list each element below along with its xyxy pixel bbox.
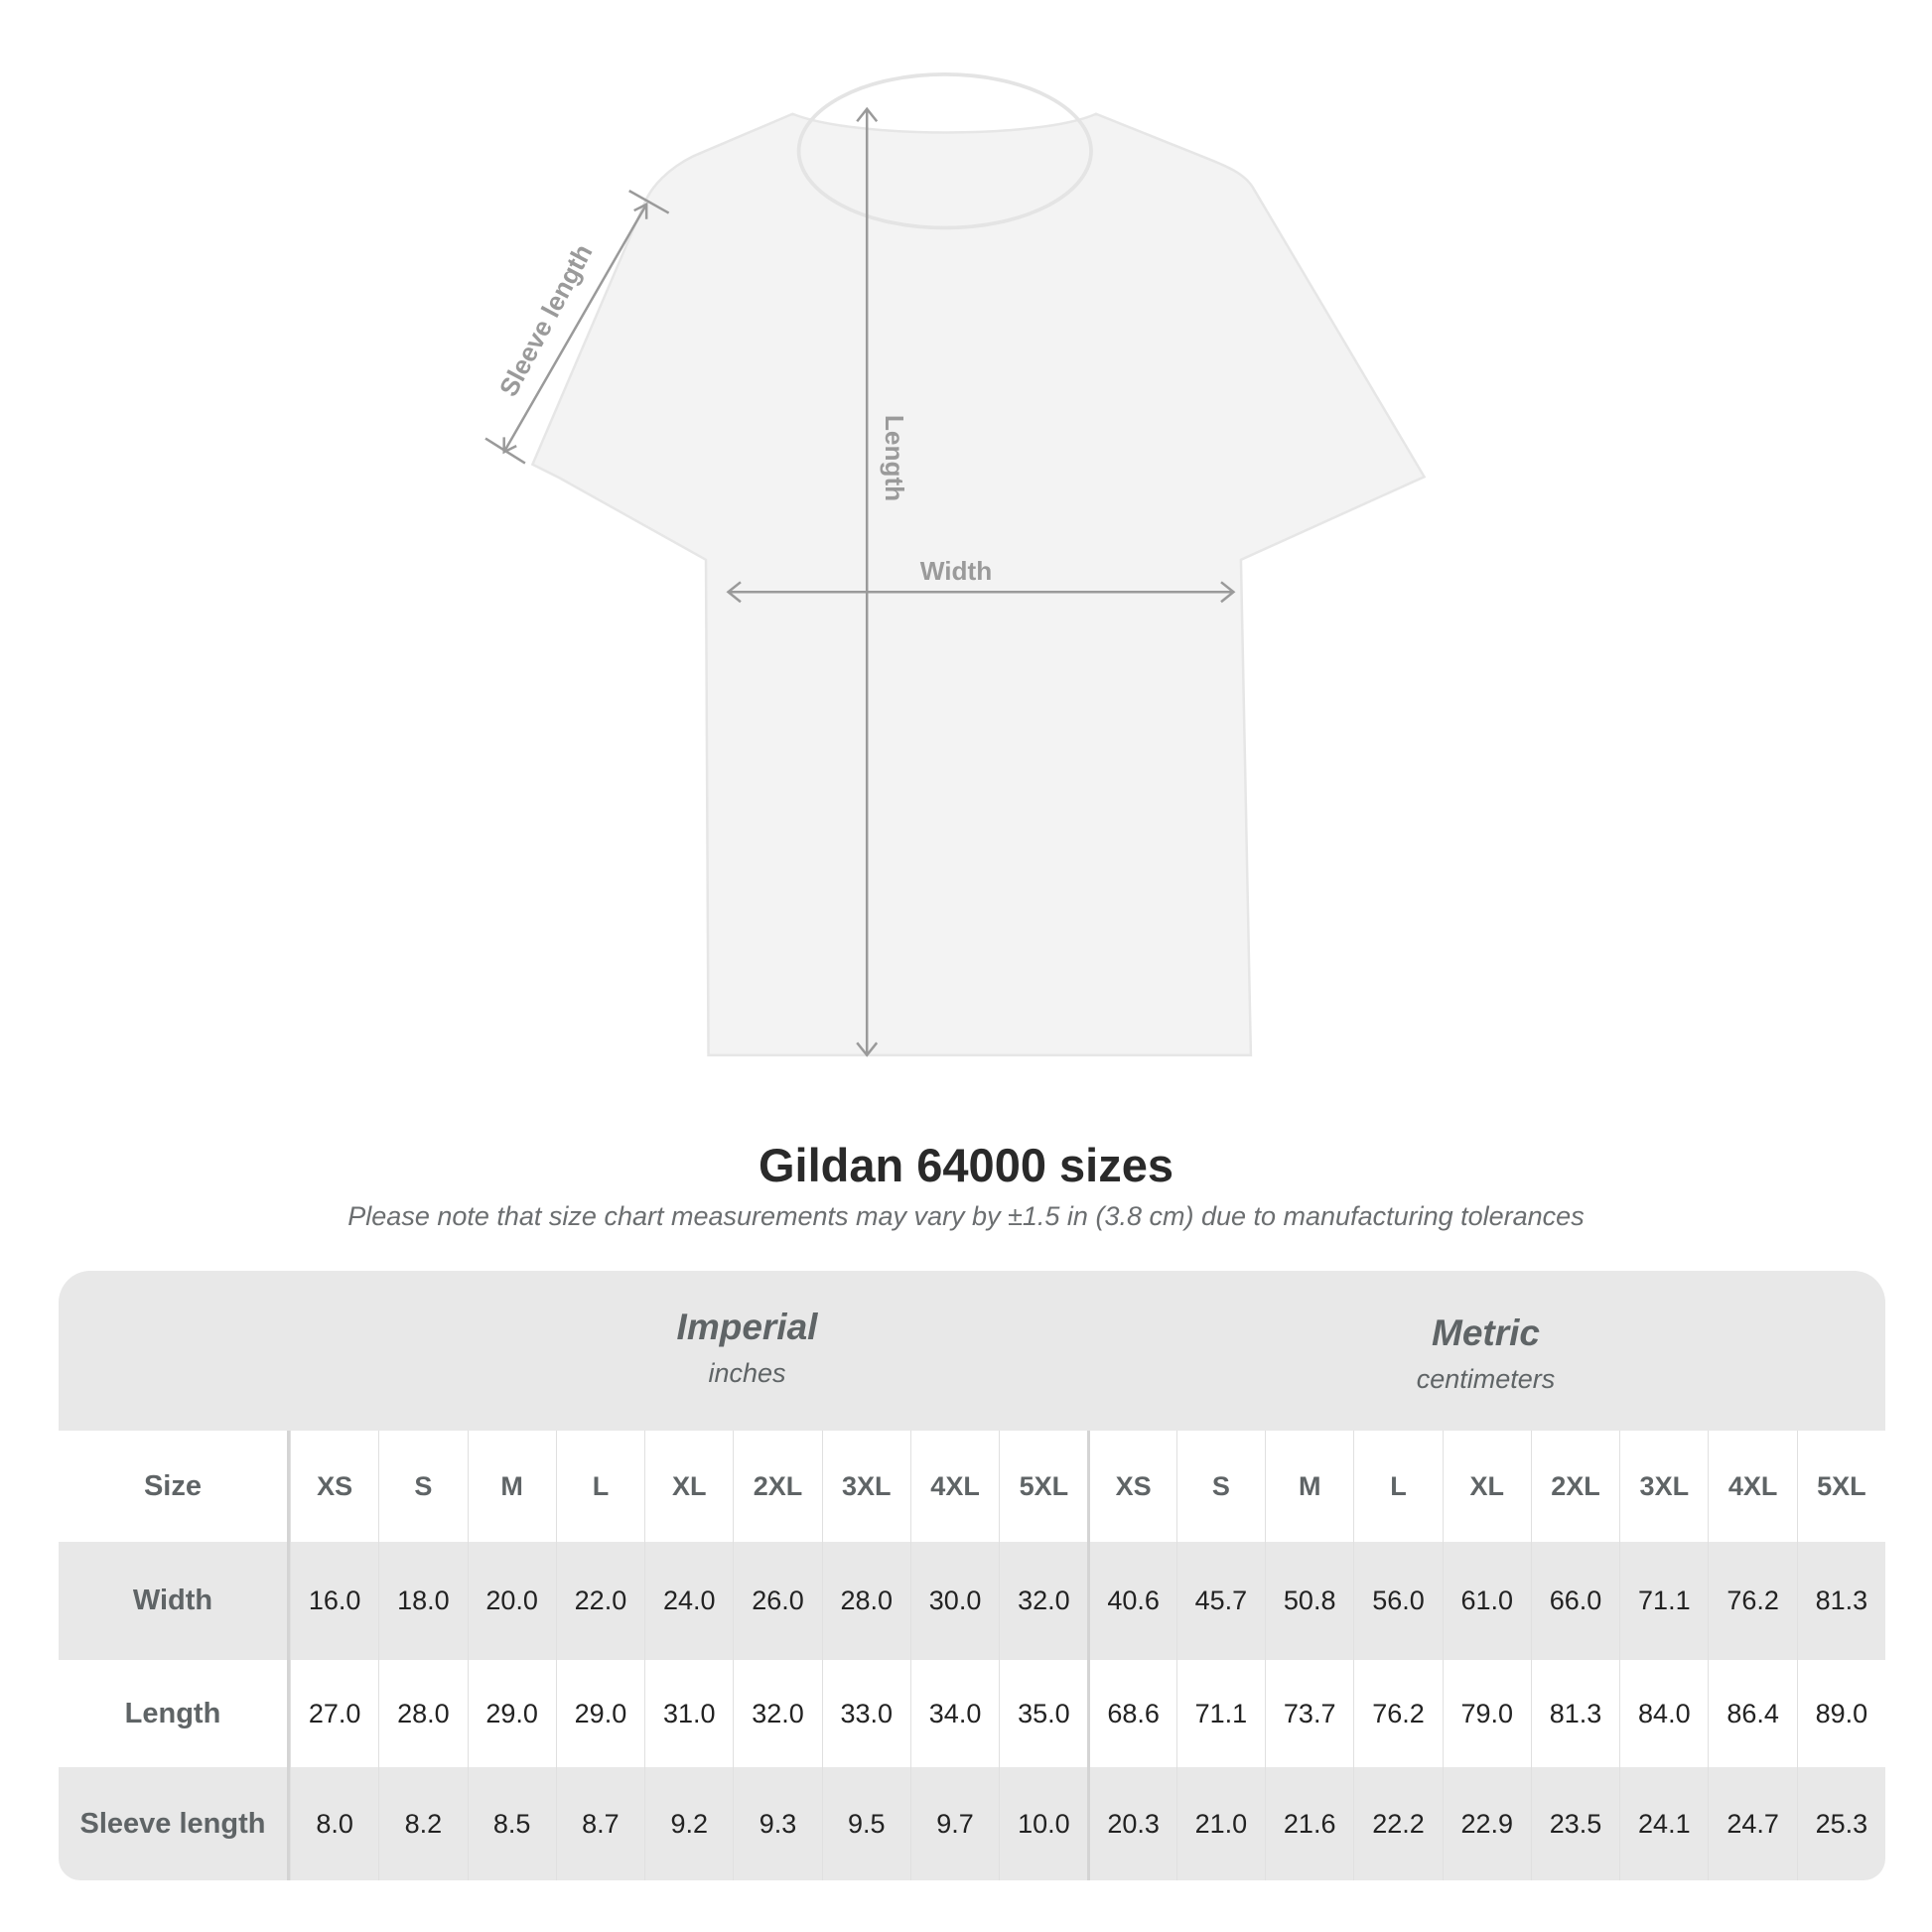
table-row: Width 16.0 18.0 20.0 22.0 24.0 26.0 28.0 30.0 32.…	[59, 1542, 1885, 1660]
table-cell: 8.5	[467, 1767, 556, 1880]
size-header: 2XL	[1530, 1431, 1619, 1542]
table-cell: 22.9	[1442, 1767, 1531, 1880]
size-header: L	[1353, 1431, 1442, 1542]
size-header-row: Size XS S M L XL 2XL 3XL 4XL 5XL XS S M L XL 2XL 3XL 4XL 5…	[59, 1431, 1885, 1542]
size-header: XL	[1442, 1431, 1531, 1542]
table-cell: 29.0	[467, 1660, 556, 1767]
table-cell: 71.1	[1175, 1660, 1265, 1767]
table-cell: 21.0	[1175, 1767, 1265, 1880]
table-cell: 9.7	[909, 1767, 999, 1880]
table-cell: 22.0	[555, 1542, 644, 1660]
size-header: 5XL	[999, 1431, 1087, 1542]
table-cell: 29.0	[555, 1660, 644, 1767]
table-cell: 8.7	[555, 1767, 644, 1880]
header-band	[59, 1271, 1885, 1431]
table-cell: 68.6	[1087, 1660, 1175, 1767]
table-cell: 32.0	[733, 1660, 821, 1767]
table-cell: 9.3	[733, 1767, 821, 1880]
table-cell: 22.2	[1353, 1767, 1442, 1880]
table-cell: 30.0	[909, 1542, 999, 1660]
size-header: M	[467, 1431, 556, 1542]
tolerance-note: Please note that size chart measurements…	[347, 1201, 1585, 1231]
row-label: Width	[59, 1542, 290, 1660]
table-cell: 33.0	[821, 1660, 910, 1767]
table-cell: 45.7	[1175, 1542, 1265, 1660]
table-cell: 24.1	[1619, 1767, 1708, 1880]
size-table: Imperial inches Metric centimeters Size X…	[59, 1271, 1885, 1880]
table-cell: 71.1	[1619, 1542, 1708, 1660]
table-cell: 89.0	[1796, 1660, 1885, 1767]
size-header: S	[1175, 1431, 1265, 1542]
table-cell: 18.0	[378, 1542, 467, 1660]
size-header: L	[555, 1431, 644, 1542]
imperial-header: Imperial inches	[348, 1307, 1146, 1389]
page-title: Gildan 64000 sizes	[758, 1139, 1174, 1191]
table-cell: 40.6	[1087, 1542, 1175, 1660]
row-label: Length	[59, 1660, 290, 1767]
metric-title: Metric	[1432, 1312, 1540, 1353]
row-band-sleeve	[59, 1767, 1885, 1880]
size-header: 4XL	[1708, 1431, 1796, 1542]
table-cell: 26.0	[733, 1542, 821, 1660]
metric-header: Metric centimeters	[1086, 1312, 1885, 1395]
table-cell: 35.0	[999, 1660, 1087, 1767]
size-header: XS	[1087, 1431, 1175, 1542]
table-cell: 81.3	[1530, 1660, 1619, 1767]
table-cell: 24.0	[644, 1542, 733, 1660]
table-cell: 61.0	[1442, 1542, 1531, 1660]
table-cell: 10.0	[999, 1767, 1087, 1880]
imperial-unit: inches	[708, 1358, 786, 1388]
table-cell: 50.8	[1265, 1542, 1353, 1660]
length-label: Length	[880, 415, 909, 501]
table-cell: 28.0	[821, 1542, 910, 1660]
table-cell: 24.7	[1708, 1767, 1796, 1880]
size-header: M	[1265, 1431, 1353, 1542]
tshirt-collar	[796, 71, 1093, 230]
table-cell: 76.2	[1708, 1542, 1796, 1660]
table-cell: 56.0	[1353, 1542, 1442, 1660]
size-header: 3XL	[1619, 1431, 1708, 1542]
table-cell: 32.0	[999, 1542, 1087, 1660]
table-cell: 31.0	[644, 1660, 733, 1767]
row-band-width	[59, 1542, 1885, 1660]
table-cell: 8.2	[378, 1767, 467, 1880]
size-header: 5XL	[1796, 1431, 1885, 1542]
table-cell: 73.7	[1265, 1660, 1353, 1767]
table-cell: 23.5	[1530, 1767, 1619, 1880]
table-cell: 20.3	[1087, 1767, 1175, 1880]
table-cell: 81.3	[1796, 1542, 1885, 1660]
table-cell: 25.3	[1796, 1767, 1885, 1880]
table-cell: 9.5	[821, 1767, 910, 1880]
table-cell: 21.6	[1265, 1767, 1353, 1880]
size-header: 4XL	[909, 1431, 999, 1542]
imperial-title: Imperial	[676, 1307, 818, 1347]
tshirt-shape	[530, 112, 1427, 1057]
table-cell: 76.2	[1353, 1660, 1442, 1767]
metric-unit: centimeters	[1416, 1364, 1556, 1394]
table-cell: 9.2	[644, 1767, 733, 1880]
table-cell: 28.0	[378, 1660, 467, 1767]
size-header: XL	[644, 1431, 733, 1542]
size-header: XS	[289, 1431, 378, 1542]
table-cell: 8.0	[289, 1767, 378, 1880]
table-row: Sleeve length 8.0 8.2 8.5 8.7 9.2 9.3 9.5 9.7 10.…	[59, 1767, 1885, 1880]
table-cell: 84.0	[1619, 1660, 1708, 1767]
size-header: 3XL	[821, 1431, 910, 1542]
row-label: Sleeve length	[59, 1767, 290, 1880]
width-label: Width	[920, 556, 992, 586]
table-cell: 27.0	[289, 1660, 378, 1767]
sleeve-arrow	[502, 204, 648, 453]
table-cell: 79.0	[1442, 1660, 1531, 1767]
table-cell: 34.0	[909, 1660, 999, 1767]
row-label: Size	[59, 1431, 290, 1542]
size-header: 2XL	[733, 1431, 821, 1542]
table-cell: 16.0	[289, 1542, 378, 1660]
table-row: Length 27.0 28.0 29.0 29.0 31.0 32.0 33.0 34.0 35…	[59, 1660, 1885, 1767]
table-cell: 86.4	[1708, 1660, 1796, 1767]
size-header: S	[378, 1431, 467, 1542]
table-cell: 20.0	[467, 1542, 556, 1660]
table-cell: 66.0	[1530, 1542, 1619, 1660]
